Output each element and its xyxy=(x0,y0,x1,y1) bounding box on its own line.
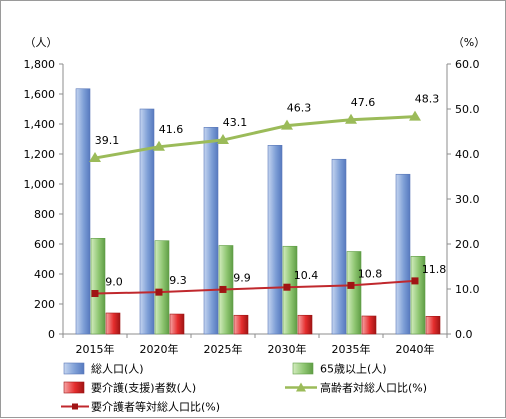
y-left-tick-label: 1,400 xyxy=(24,118,56,131)
y-left-tick-label: 1,000 xyxy=(24,178,56,191)
x-tick-label: 2030年 xyxy=(268,342,307,356)
legend-label-total-population: 総人口(人) xyxy=(91,362,144,376)
y-right-tick-label: 40.0 xyxy=(455,148,480,161)
point-care-ratio xyxy=(347,281,355,289)
point-care-ratio xyxy=(283,283,291,291)
bar xyxy=(233,314,249,335)
point-elderly-ratio xyxy=(89,152,101,163)
y-right-tick-label: 50.0 xyxy=(455,103,480,116)
data-labels: 39.1 41.6 43.1 46.3 47.6 48.3 9.0 9.3 9.9 10.4 10.… xyxy=(95,93,447,289)
data-label-care-ratio: 9.0 xyxy=(105,276,123,289)
bar xyxy=(297,314,313,335)
x-tick-label: 2015年 xyxy=(76,342,115,356)
y-right-tick-label: 30.0 xyxy=(455,193,480,206)
legend-marker-care-ratio xyxy=(72,403,78,410)
y-left-tick-label: 600 xyxy=(34,238,55,251)
y-right-tick-label: 10.0 xyxy=(455,283,480,296)
y-left-unit: （人） xyxy=(25,36,58,49)
data-label-elderly-ratio: 47.6 xyxy=(351,96,376,109)
bar xyxy=(331,158,347,335)
data-label-care-ratio: 10.4 xyxy=(294,269,319,282)
data-label-elderly-ratio: 48.3 xyxy=(415,93,440,106)
data-label-care-ratio: 9.9 xyxy=(233,271,251,284)
y-right-tick-label: 20.0 xyxy=(455,238,480,251)
legend-swatch-care-recipients xyxy=(63,381,85,394)
bar xyxy=(90,238,106,335)
line-elderly-ratio xyxy=(94,115,416,160)
line-care-ratio xyxy=(94,279,416,295)
legend-label-elderly-ratio: 高齢者対総人口比(%) xyxy=(320,381,427,395)
x-tick-label: 2025年 xyxy=(204,342,243,356)
data-label-care-ratio: 9.3 xyxy=(169,274,187,287)
axes: 0 200 400 600 800 1,000 1,200 1,400 1,600 1,800 0.… xyxy=(24,58,480,356)
bar xyxy=(410,256,426,335)
legend: 総人口(人) 65歳以上(人) 要介護(支援)者数(人) 高齢者対総人口比(%)… xyxy=(61,362,427,414)
point-elderly-ratio xyxy=(153,140,165,151)
legend-swatch-65-plus xyxy=(292,362,314,375)
point-care-ratio xyxy=(411,277,419,285)
y-right-tick-label: 0.0 xyxy=(455,328,473,341)
point-elderly-ratio xyxy=(281,119,293,130)
bar xyxy=(267,145,283,335)
data-label-elderly-ratio: 41.6 xyxy=(159,123,184,136)
data-label-care-ratio: 11.8 xyxy=(422,263,447,276)
bars xyxy=(75,88,441,335)
legend-label-care-recipients: 要介護(支援)者数(人) xyxy=(91,381,196,395)
lines xyxy=(89,110,421,297)
y-left-tick-label: 1,800 xyxy=(24,58,56,71)
bar xyxy=(154,240,170,335)
y-left-tick-label: 200 xyxy=(34,298,55,311)
data-label-elderly-ratio: 43.1 xyxy=(223,116,248,129)
bar xyxy=(395,173,411,335)
y-left-tick-label: 400 xyxy=(34,268,55,281)
y-left-tick-label: 0 xyxy=(48,328,55,341)
x-tick-label: 2020年 xyxy=(140,342,179,356)
bar xyxy=(346,251,362,335)
bar xyxy=(169,313,185,335)
point-care-ratio xyxy=(219,285,227,293)
legend-marker-elderly-ratio xyxy=(296,382,306,392)
legend-label-care-ratio: 要介護者等対総人口比(%) xyxy=(91,400,220,414)
bar xyxy=(361,315,377,335)
data-label-care-ratio: 10.8 xyxy=(358,267,383,280)
legend-swatch-total-population xyxy=(63,362,85,375)
y-right-tick-label: 60.0 xyxy=(455,58,480,71)
point-elderly-ratio xyxy=(345,113,357,124)
bar xyxy=(105,312,121,335)
data-label-elderly-ratio: 39.1 xyxy=(95,134,120,147)
bar xyxy=(139,108,155,335)
point-elderly-ratio xyxy=(409,110,421,121)
data-label-elderly-ratio: 46.3 xyxy=(287,102,312,115)
y-right-unit: （%） xyxy=(453,36,485,49)
point-care-ratio xyxy=(91,290,99,297)
point-elderly-ratio xyxy=(217,134,229,145)
y-left-tick-label: 1,600 xyxy=(24,88,56,101)
bar xyxy=(75,88,91,335)
y-left-tick-label: 800 xyxy=(34,208,55,221)
x-tick-label: 2035年 xyxy=(332,342,371,356)
point-care-ratio xyxy=(155,288,163,296)
bar xyxy=(203,127,219,335)
y-left-tick-label: 1,200 xyxy=(24,148,56,161)
bar xyxy=(425,315,441,335)
legend-label-65-plus: 65歳以上(人) xyxy=(320,363,387,376)
x-tick-label: 2040年 xyxy=(396,342,435,356)
